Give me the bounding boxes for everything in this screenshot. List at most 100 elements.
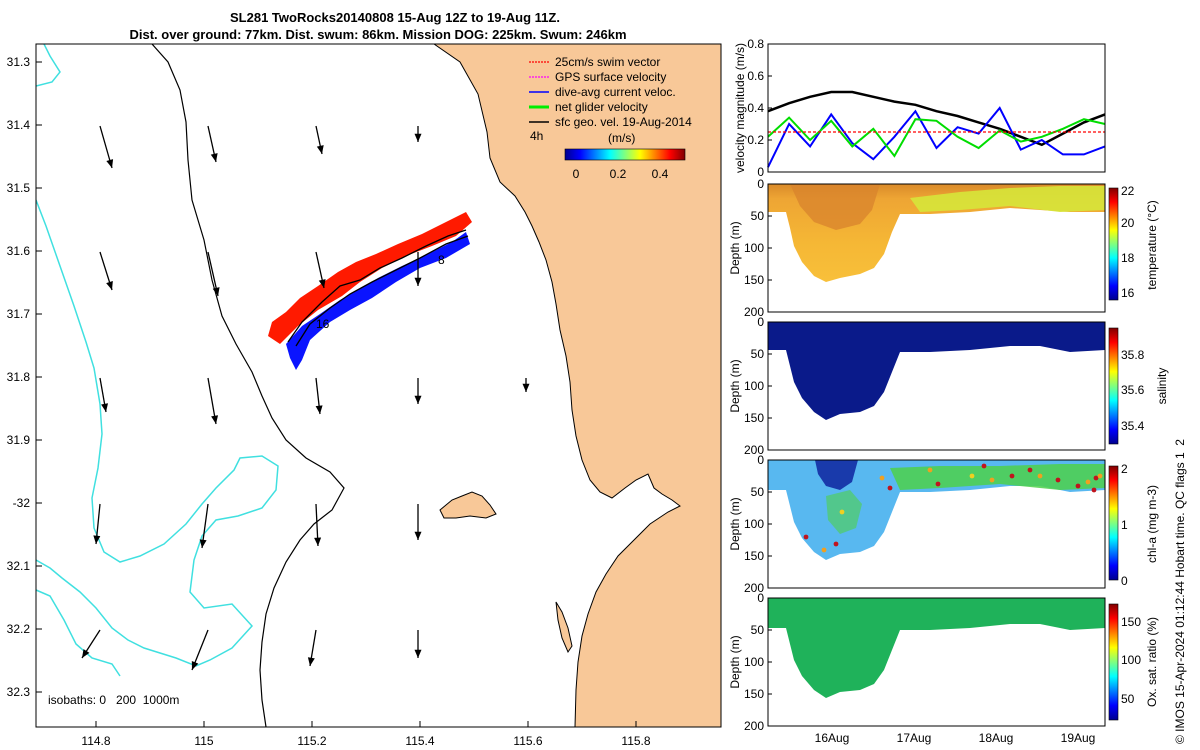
speed-tick-0.2: 0.2 bbox=[610, 167, 627, 181]
legend-label-net: net glider velocity bbox=[555, 100, 648, 114]
temperature-depth-ticks: 0 50 100 150 200 bbox=[744, 177, 772, 319]
geo-arrow-head bbox=[414, 277, 422, 286]
chla-sample-dot bbox=[839, 509, 845, 515]
map-lon-tick: 114.8 bbox=[81, 734, 110, 748]
geo-arrow-head bbox=[93, 535, 101, 544]
salinity-depth-tick: 200 bbox=[744, 443, 764, 457]
temperature-warm-core bbox=[790, 184, 880, 230]
chla-cb-label: chl-a (mg m-3) bbox=[1145, 485, 1159, 563]
map-lon-tick: 115.6 bbox=[513, 734, 542, 748]
geo-arrow-head bbox=[314, 537, 322, 546]
chla-sample-dot bbox=[1075, 483, 1081, 489]
colorbar-unit-label: (m/s) bbox=[608, 131, 635, 145]
oxygen-ylabel: Depth (m) bbox=[728, 635, 742, 688]
velocity-tick: 0 bbox=[757, 165, 764, 179]
geo-arrow-head bbox=[199, 539, 207, 548]
chla-sample-dot bbox=[969, 473, 975, 479]
oxygen-cb-tick-150: 150 bbox=[1121, 615, 1141, 629]
oxygen-cb-tick-100: 100 bbox=[1121, 653, 1141, 667]
map-lon-tick: 115 bbox=[194, 734, 213, 748]
geo-arrow-head bbox=[211, 415, 219, 424]
legend-dive-avg: dive-avg current veloc. bbox=[529, 85, 676, 99]
chla-sample-dot bbox=[1097, 473, 1103, 479]
chla-sample-dot bbox=[887, 485, 893, 491]
chla-sample-dot bbox=[1009, 473, 1015, 479]
geo-arrow-head bbox=[101, 403, 109, 412]
salinity-cb-tick-35.8: 35.8 bbox=[1121, 348, 1145, 362]
temperature-cb-tick-16: 16 bbox=[1121, 286, 1135, 300]
oxygen-depth-tick: 200 bbox=[744, 719, 764, 733]
salinity-depth-ticks: 0 50 100 150 200 bbox=[744, 315, 772, 457]
chla-ylabel: Depth (m) bbox=[728, 497, 742, 550]
chla-sample-dot bbox=[1037, 473, 1043, 479]
map-lat-tick: 31.4 bbox=[7, 118, 31, 132]
oxygen-colorbar bbox=[1108, 603, 1119, 721]
temperature-depth-tick: 0 bbox=[757, 177, 764, 191]
temperature-depth-tick: 100 bbox=[744, 241, 764, 255]
salinity-cb-tick-35.4: 35.4 bbox=[1121, 419, 1145, 433]
speed-tick-0.4: 0.4 bbox=[652, 167, 669, 181]
salinity-depth-tick: 150 bbox=[744, 411, 764, 425]
geo-arrow-head bbox=[191, 661, 199, 670]
speed-tick-0: 0 bbox=[573, 167, 580, 181]
chla-depth-tick: 200 bbox=[744, 581, 764, 595]
map-lat-tick: 31.6 bbox=[7, 244, 31, 258]
map-lat-tick: 32.3 bbox=[7, 685, 31, 699]
temperature-cb-label: temperature (°C) bbox=[1145, 200, 1159, 290]
chla-colorbar bbox=[1108, 465, 1119, 581]
map-lat-tick: -32 bbox=[13, 496, 31, 510]
time-tick-19aug: 19Aug bbox=[1061, 731, 1096, 745]
chla-sample-dot bbox=[989, 477, 995, 483]
map-lon-tick: 115.2 bbox=[297, 734, 326, 748]
map-lat-tick: 31.5 bbox=[7, 181, 31, 195]
oxygen-cb-label: Ox. sat. ratio (%) bbox=[1145, 617, 1159, 707]
oxygen-panel: 0 50 100 150 200 Depth (m) 150 100 50 Ox. sa… bbox=[728, 591, 1159, 733]
map-legend: 25cm/s swim vector GPS surface velocity … bbox=[529, 55, 692, 181]
temperature-panel: 0 50 100 150 200 Depth (m) 22 20 18 16 tempe… bbox=[728, 177, 1159, 319]
map-lat-tick: 31.7 bbox=[7, 307, 31, 321]
chla-cb-tick-0: 0 bbox=[1121, 574, 1128, 588]
chla-sample-dot bbox=[1085, 479, 1091, 485]
chla-sample-dot bbox=[981, 463, 987, 469]
oxygen-depth-ticks: 0 50 100 150 200 bbox=[744, 591, 772, 733]
chart-title-line1: SL281 TwoRocks20140808 15-Aug 12Z to 19-… bbox=[230, 10, 560, 25]
isobath-200 bbox=[151, 44, 345, 727]
legend-label-dive: dive-avg current veloc. bbox=[555, 85, 676, 99]
isobath-1000 bbox=[36, 44, 279, 677]
chla-sample-dot bbox=[803, 534, 809, 540]
speed-colorbar bbox=[564, 148, 686, 161]
map-lat-tick: 32.1 bbox=[7, 559, 31, 573]
chla-sample-dot bbox=[879, 475, 885, 481]
chla-depth-tick: 50 bbox=[751, 485, 765, 499]
oxygen-depth-tick: 0 bbox=[757, 591, 764, 605]
oxygen-depth-tick: 50 bbox=[751, 623, 765, 637]
map-lat-tick: 31.3 bbox=[7, 55, 31, 69]
temperature-depth-tick: 50 bbox=[751, 209, 765, 223]
chla-depth-tick: 0 bbox=[757, 453, 764, 467]
map-lon-tick: 115.8 bbox=[621, 734, 650, 748]
island bbox=[439, 491, 497, 519]
map-panel: 16 8 114.8 115 115.2 115.4 115.6 115.8 31.3 31.… bbox=[7, 43, 722, 748]
chla-green-band bbox=[890, 464, 1105, 490]
velocity-ylabel: velocity magnitude (m/s) bbox=[733, 43, 747, 173]
chla-sample-dot bbox=[927, 467, 933, 473]
geo-arrow-head bbox=[414, 531, 422, 540]
chla-sample-dot bbox=[935, 481, 941, 487]
temperature-ylabel: Depth (m) bbox=[728, 221, 742, 274]
geo-arrow-head bbox=[315, 405, 323, 414]
geo-arrow-head bbox=[318, 279, 326, 288]
map-axes: 114.8 115 115.2 115.4 115.6 115.8 31.3 31.4 31.5… bbox=[7, 55, 651, 748]
velocity-lines bbox=[767, 90, 1106, 168]
legend-label-swim: 25cm/s swim vector bbox=[555, 55, 660, 69]
temperature-depth-tick: 150 bbox=[744, 273, 764, 287]
velocity-tick: 0.2 bbox=[747, 133, 764, 147]
time-axis: 16Aug 17Aug 18Aug 19Aug bbox=[815, 731, 1096, 745]
time-tick-17aug: 17Aug bbox=[897, 731, 932, 745]
track-shading-blue bbox=[286, 232, 470, 370]
velocity-series-2 bbox=[767, 116, 1106, 158]
velocity-y-ticks: 0 0.2 0.4 0.6 0.8 bbox=[747, 37, 772, 179]
salinity-cb-tick-35.6: 35.6 bbox=[1121, 383, 1145, 397]
glider-track bbox=[287, 229, 469, 347]
map-lat-tick: 31.9 bbox=[7, 433, 31, 447]
